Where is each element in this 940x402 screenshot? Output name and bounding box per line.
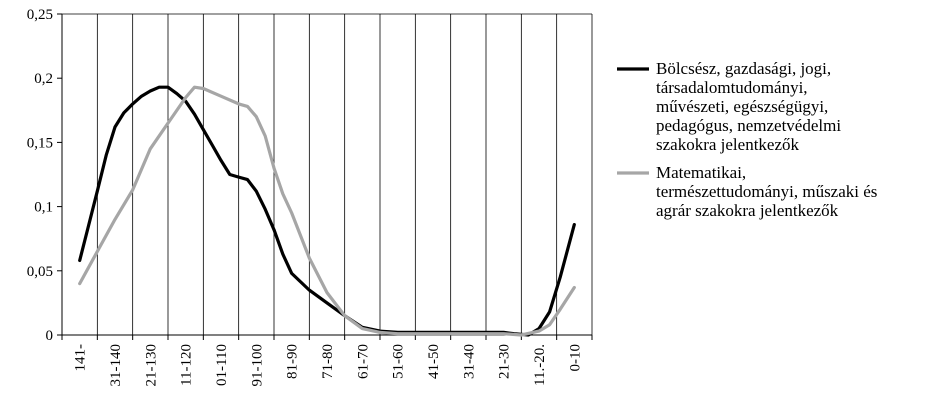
x-tick-label: 11-120 (179, 344, 195, 386)
series-lines (78, 85, 576, 337)
y-tick-label: 0,1 (34, 200, 53, 216)
x-tick-label: 31-140 (108, 344, 124, 387)
x-tick-label: 141- (73, 344, 89, 372)
x-tick-label: 51-60 (391, 344, 407, 379)
legend-label-line: természettudományi, műszaki és (656, 182, 877, 201)
x-tick-label: 31-40 (461, 344, 477, 379)
x-tick-label: 41-50 (426, 344, 442, 379)
legend-label-2: Matematikai, természettudományi, műszaki … (656, 163, 877, 220)
y-tick-label: 0,25 (27, 7, 53, 23)
y-tick-label: 0 (46, 328, 54, 344)
y-tick-labels: 0 0,05 0,1 0,15 0,2 0,25 (27, 7, 53, 344)
legend-label-line: szakokra jelentkezők (656, 135, 800, 154)
legend: Bölcsész, gazdasági, jogi, társadalomtudo… (617, 59, 877, 220)
x-tick-label: 01-110 (214, 344, 230, 386)
legend-label-line: pedagógus, nemzetvédelmi (656, 116, 841, 135)
x-tick-label: 11.-20. (532, 344, 548, 386)
legend-label-line: Bölcsész, gazdasági, jogi, (656, 59, 831, 78)
y-tick-label: 0,2 (34, 71, 53, 87)
series-line-1 (78, 85, 576, 337)
legend-label-line: Matematikai, (656, 163, 746, 182)
x-tick-label: 81-90 (285, 344, 301, 379)
x-tick-label: 21-130 (143, 344, 159, 387)
x-tick-labels: 141- 31-140 21-130 11-120 01-110 91-100 81-90 7… (73, 344, 584, 387)
legend-label-line: agrár szakokra jelentkezők (656, 201, 839, 220)
vertical-gridlines (62, 13, 593, 335)
legend-label-1: Bölcsész, gazdasági, jogi, társadalomtudo… (656, 59, 841, 154)
legend-label-line: művészeti, egészségügyi, (656, 97, 828, 116)
x-tick-label: 91-100 (249, 344, 265, 387)
x-tick-label: 71-80 (320, 344, 336, 379)
x-tick-label: 21-30 (497, 344, 513, 379)
y-tick-label: 0,15 (27, 135, 53, 151)
x-tick-label: 61-70 (355, 344, 371, 379)
series-line-2 (78, 85, 576, 337)
x-tick-label: 0-10 (567, 344, 583, 372)
legend-label-line: társadalomtudományi, (656, 78, 808, 97)
y-tick-label: 0,05 (27, 264, 53, 280)
